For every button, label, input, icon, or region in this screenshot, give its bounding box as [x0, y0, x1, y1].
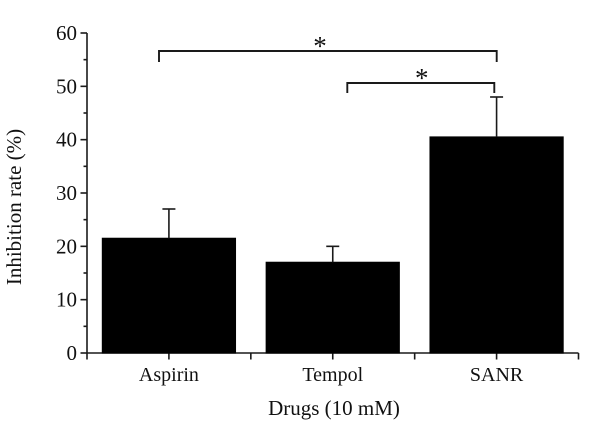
significance-star: * [313, 31, 327, 61]
significance-bracket-tempol-sanr [346, 82, 496, 93]
y-tick-label: 50 [56, 74, 77, 98]
bar-sanr [429, 136, 564, 354]
category-label-sanr: SANR [470, 364, 524, 386]
y-tick-label: 30 [56, 181, 77, 205]
y-tick-label: 20 [56, 234, 77, 258]
significance-bracket-aspirin-sanr [158, 50, 498, 62]
significance-star: * [415, 63, 429, 93]
y-axis-title: Inhibition rate (%) [2, 129, 26, 285]
y-tick-label: 60 [56, 21, 77, 45]
y-tick-label: 0 [67, 341, 78, 365]
category-label-tempol: Tempol [302, 364, 363, 386]
x-axis-title: Drugs (10 mM) [268, 396, 400, 420]
bar-tempol [265, 261, 400, 354]
y-tick-label: 40 [56, 128, 77, 152]
category-label-aspirin: Aspirin [139, 364, 199, 386]
y-tick-label: 10 [56, 288, 77, 312]
bar-aspirin [101, 237, 237, 354]
